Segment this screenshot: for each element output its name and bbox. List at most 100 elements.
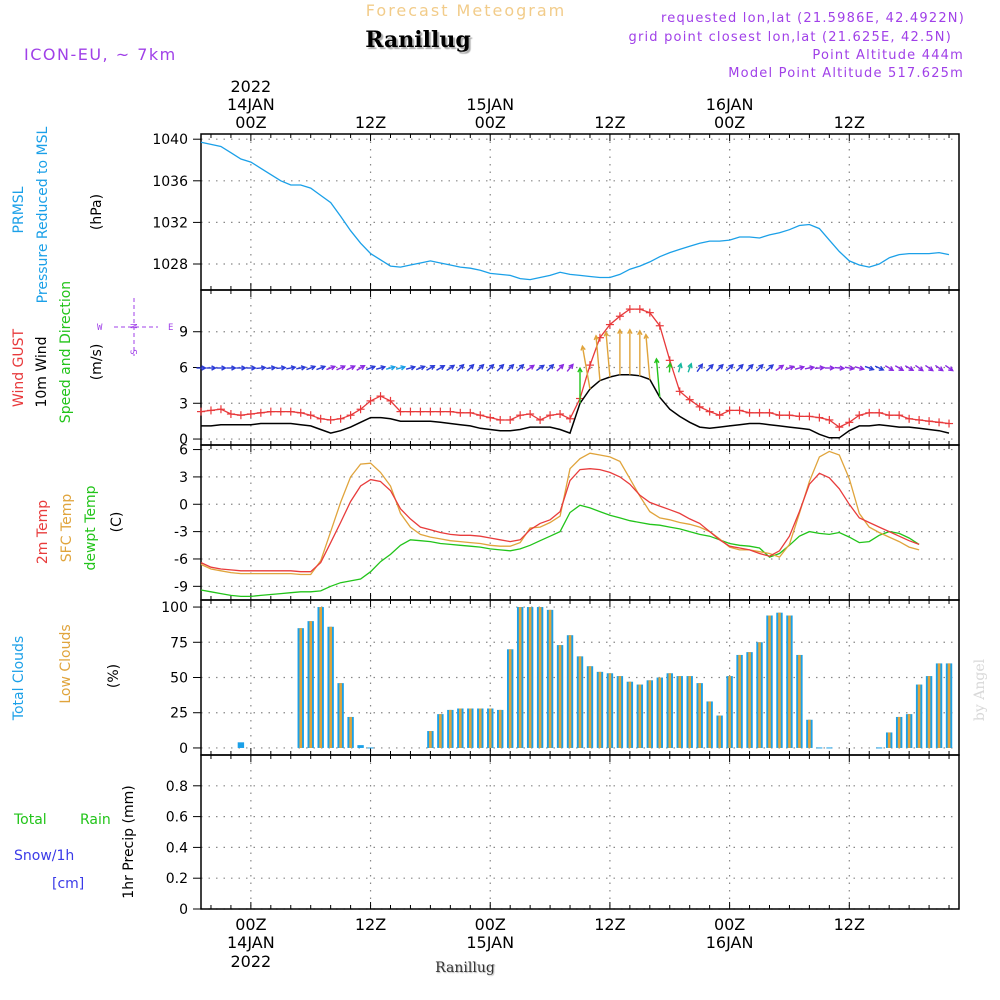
wind-arrow xyxy=(627,328,633,375)
top-axis-label: 12Z xyxy=(355,113,386,132)
wind-arrow xyxy=(216,365,227,371)
wind-arrow xyxy=(385,365,397,371)
gust-line xyxy=(200,308,950,428)
low-cloud-bar xyxy=(319,607,322,748)
y-tick-label: 0 xyxy=(179,497,188,513)
bottom-axis-label: 12Z xyxy=(834,915,865,934)
wind-arrow xyxy=(206,365,217,371)
low-cloud-bar xyxy=(917,684,921,748)
y-tick-label: 1028 xyxy=(152,257,188,273)
low-cloud-bar xyxy=(638,684,642,748)
wind-arrow xyxy=(436,365,446,371)
y-tick-label: -3 xyxy=(174,525,188,541)
panel-frame xyxy=(200,754,960,910)
wind-arrow xyxy=(536,364,545,372)
compass-e: E xyxy=(168,323,173,333)
wind-arrow xyxy=(894,365,905,371)
low-cloud-bar xyxy=(488,708,492,748)
temp-unit-label: (C) xyxy=(109,512,125,533)
wind-arrow xyxy=(546,363,555,372)
low-cloud-bar xyxy=(628,681,632,748)
wind-arrow xyxy=(864,365,875,371)
wind-arrow xyxy=(915,364,924,372)
wind-arrow xyxy=(814,365,826,371)
wind-arrow xyxy=(653,357,661,398)
wind-arrow xyxy=(446,364,456,372)
wind-arrow xyxy=(593,334,601,381)
y-tick-label: 0.8 xyxy=(166,779,188,795)
bottom-axis-label: 00Z xyxy=(714,915,745,934)
low-cloud-bar xyxy=(498,709,502,748)
top-axis-label: 00Z xyxy=(714,113,745,132)
total-cloud-bar xyxy=(237,742,245,748)
wind-arrow xyxy=(934,364,944,372)
wind-arrow xyxy=(904,365,915,371)
top-axis-label: 12Z xyxy=(594,113,625,132)
low-cloud-bar xyxy=(708,701,711,748)
low-cloud-bar xyxy=(508,649,512,748)
wind-arrow xyxy=(667,362,673,373)
low-cloud-bar xyxy=(329,626,332,748)
y-tick-label: 3 xyxy=(179,470,188,486)
low-cloud-bar xyxy=(668,673,672,748)
low-cloud-bar xyxy=(897,716,901,748)
wind-arrow xyxy=(375,365,387,371)
prmsl-label: PRMSL xyxy=(11,186,27,233)
low-clouds-label: Low Clouds xyxy=(58,624,74,703)
wind-arrow xyxy=(466,363,475,372)
snow-label: Snow/1h xyxy=(14,848,74,864)
gridpoint-coords: grid point closest lon,lat (21.625E, 42.… xyxy=(629,30,953,45)
y-tick-label: -9 xyxy=(174,579,188,595)
panel-pressure: 1028 1032 1036 1040 xyxy=(152,132,960,291)
wind-arrow xyxy=(884,365,895,371)
gust-label: Wind GUST xyxy=(11,328,27,407)
wind-arrow xyxy=(745,363,754,372)
wind-arrow xyxy=(336,365,347,371)
low-cloud-bar xyxy=(907,714,911,748)
wind-arrow xyxy=(687,362,693,373)
wind-arrow xyxy=(256,365,267,371)
low-cloud-bar xyxy=(478,708,482,748)
y-tick-label: -6 xyxy=(174,552,188,568)
panel2-labels: Wind GUST 10m Wind Speed and Direction (… xyxy=(11,281,173,423)
wind-arrow xyxy=(246,365,257,371)
low-cloud-bar xyxy=(738,654,741,748)
top-axis-label: 16JAN xyxy=(706,95,754,114)
low-cloud-bar xyxy=(429,731,432,748)
dewpt-label: dewpt Temp xyxy=(83,485,99,570)
wind-arrow xyxy=(415,365,427,371)
low-cloud-bar xyxy=(808,719,811,748)
wind-arrow xyxy=(944,364,954,372)
y-tick-label: 0 xyxy=(179,902,188,918)
model-altitude: Model Point Altitude 517.625m xyxy=(728,66,964,81)
top-axis-label: 00Z xyxy=(235,113,266,132)
low-cloud-bar xyxy=(548,609,552,748)
point-altitude: Point Altitude 444m xyxy=(812,48,964,63)
wind-arrow xyxy=(603,330,611,378)
bottom-axis-label: 16JAN xyxy=(706,933,754,952)
wind-arrow xyxy=(804,365,816,371)
total-label: Total xyxy=(13,812,47,828)
wind-arrow xyxy=(556,363,565,372)
wind-arrow xyxy=(577,366,583,404)
y-tick-label: 1032 xyxy=(152,215,188,231)
low-cloud-bar xyxy=(468,708,472,748)
wind-arrow xyxy=(854,365,866,371)
low-cloud-bar xyxy=(439,714,442,748)
y-tick-label: 100 xyxy=(161,600,188,616)
wind-arrow xyxy=(426,365,436,371)
wind-arrow xyxy=(617,328,623,375)
low-cloud-bar xyxy=(528,607,532,748)
low-cloud-bar xyxy=(658,677,662,748)
wind-arrow xyxy=(326,365,337,371)
panel-frame xyxy=(200,133,960,291)
wind-arrow xyxy=(834,365,846,371)
wind-arrow xyxy=(506,363,515,372)
wind-arrow xyxy=(775,364,785,372)
low-cloud-bar xyxy=(339,683,342,748)
requested-coords: requested lon,lat (21.5986E, 42.4922N) xyxy=(661,11,965,26)
wind-arrow xyxy=(486,363,495,372)
panel-precip: 0 0.2 0.4 0.6 0.8 xyxy=(166,754,960,918)
low-cloud-bar xyxy=(309,621,313,748)
